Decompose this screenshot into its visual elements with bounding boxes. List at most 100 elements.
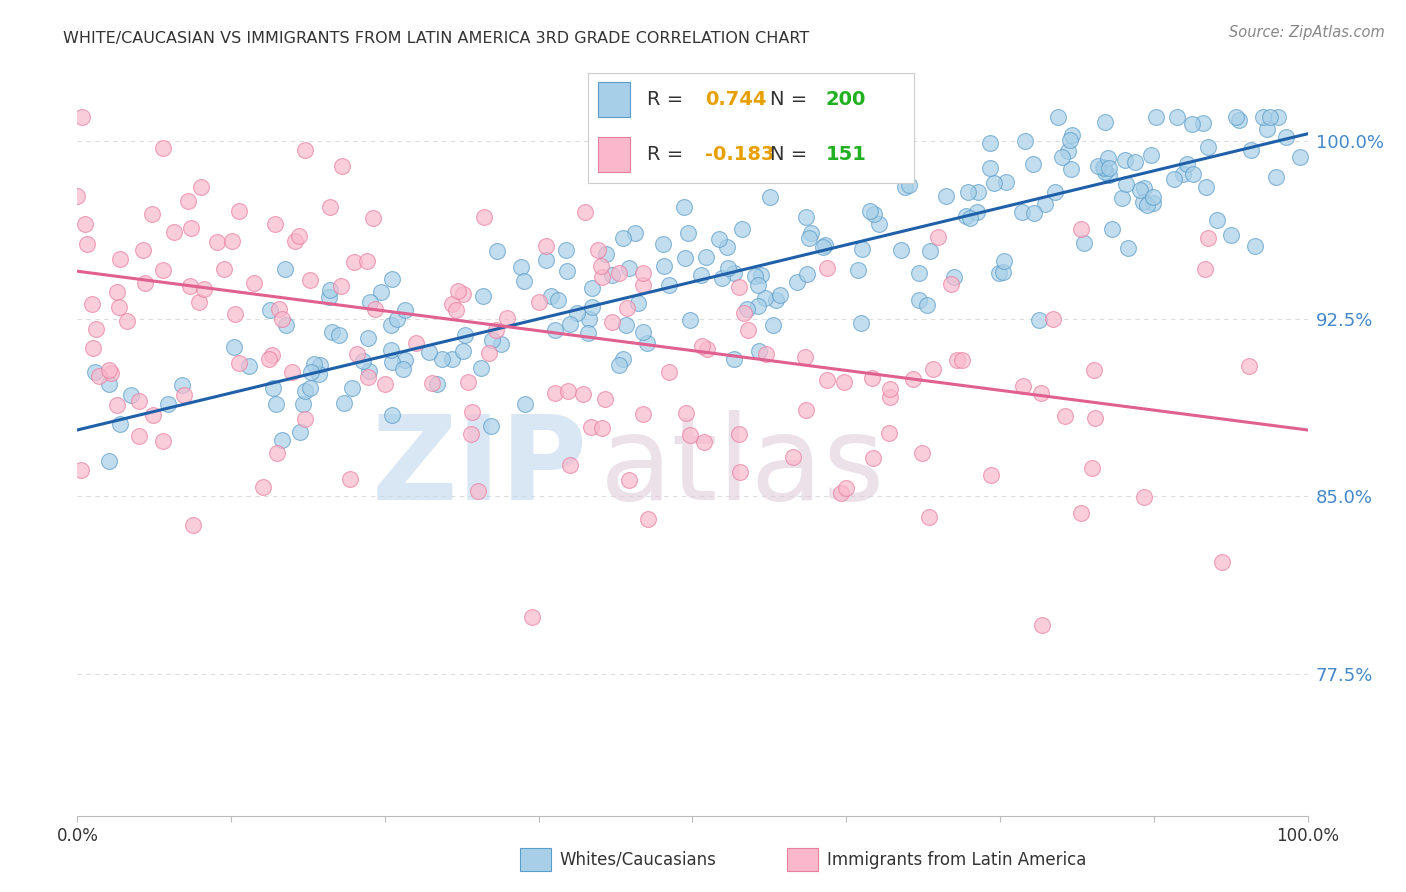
Point <box>619 261 641 276</box>
Point <box>1142 189 1164 203</box>
Point <box>695 250 717 264</box>
Point <box>631 277 654 292</box>
Text: Immigrants from Latin America: Immigrants from Latin America <box>827 851 1085 869</box>
Point <box>1073 235 1095 250</box>
Point <box>460 427 482 442</box>
Point <box>737 323 759 337</box>
Point <box>1031 617 1053 632</box>
Point <box>470 360 492 375</box>
Point <box>214 261 236 276</box>
Point <box>522 610 544 624</box>
Point <box>1028 313 1050 327</box>
Point <box>544 386 567 401</box>
Point <box>222 340 245 354</box>
Point <box>759 190 782 204</box>
Point <box>918 244 941 259</box>
Point <box>269 301 291 316</box>
Point <box>1133 490 1156 504</box>
Point <box>747 277 769 292</box>
Point <box>264 397 287 411</box>
Point <box>271 433 294 447</box>
Point <box>128 394 150 409</box>
Point <box>602 268 624 282</box>
Point <box>288 229 311 244</box>
Point <box>652 237 675 252</box>
Point <box>290 425 312 440</box>
Point <box>128 429 150 443</box>
Point <box>1094 165 1116 179</box>
Point <box>950 352 973 367</box>
Point <box>1225 110 1247 124</box>
Point <box>574 205 596 219</box>
Point <box>1133 181 1156 195</box>
Point <box>1132 195 1154 210</box>
Point <box>898 178 921 192</box>
Point <box>453 328 475 343</box>
Point <box>717 260 740 275</box>
Point <box>835 481 858 495</box>
Point <box>794 403 817 417</box>
Point <box>540 289 562 303</box>
Point <box>72 110 94 124</box>
Point <box>733 306 755 320</box>
Point <box>1140 148 1163 162</box>
Point <box>82 342 104 356</box>
Point <box>1211 555 1233 569</box>
Point <box>983 177 1005 191</box>
Text: Whites/Caucasians: Whites/Caucasians <box>560 851 717 869</box>
Point <box>716 240 738 254</box>
Point <box>460 405 482 419</box>
Point <box>1091 161 1114 175</box>
Point <box>333 396 356 410</box>
Point <box>170 378 193 392</box>
Point <box>979 161 1001 176</box>
Point <box>284 234 307 248</box>
Point <box>558 317 581 331</box>
Point <box>485 323 508 337</box>
Point <box>180 221 202 235</box>
Point <box>1114 153 1136 168</box>
Point <box>134 276 156 290</box>
Point <box>1115 178 1137 192</box>
Point <box>922 362 945 376</box>
Point <box>1220 227 1243 242</box>
Point <box>441 352 464 367</box>
Point <box>426 376 449 391</box>
Point <box>586 243 609 257</box>
Point <box>696 342 718 356</box>
Point <box>1260 110 1282 124</box>
Point <box>862 450 884 465</box>
Point <box>485 244 508 259</box>
Point <box>1070 506 1092 520</box>
Point <box>830 485 852 500</box>
Point <box>593 392 616 406</box>
Point <box>1060 161 1083 176</box>
Point <box>1144 110 1167 124</box>
Point <box>298 381 321 395</box>
Point <box>1021 157 1043 171</box>
Point <box>534 239 557 253</box>
Point <box>578 312 600 326</box>
Point <box>901 372 924 386</box>
Point <box>98 454 121 468</box>
Point <box>1275 130 1298 145</box>
Point <box>600 315 623 329</box>
Point <box>97 377 120 392</box>
Point <box>228 204 250 219</box>
Point <box>352 354 374 368</box>
Point <box>252 480 274 494</box>
Point <box>711 271 734 285</box>
Point <box>444 302 467 317</box>
Point <box>890 243 912 257</box>
Point <box>980 468 1002 483</box>
Point <box>1240 143 1263 157</box>
Point <box>100 366 122 380</box>
Point <box>309 358 332 372</box>
Point <box>681 110 703 124</box>
Point <box>1181 167 1204 181</box>
Point <box>690 339 713 353</box>
Point <box>1206 213 1229 227</box>
Point <box>364 302 387 317</box>
Point <box>1022 206 1045 220</box>
Point <box>1227 113 1250 128</box>
